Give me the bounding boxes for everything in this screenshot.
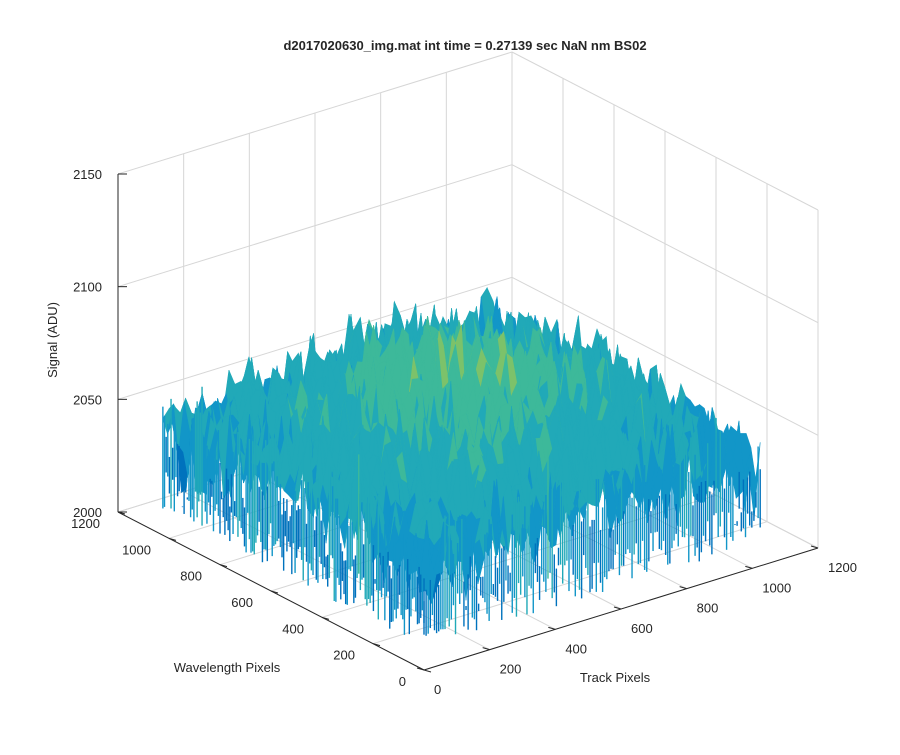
x-tick-label: 600 <box>631 621 653 636</box>
x-tick-label: 800 <box>697 601 719 616</box>
x-tick-label: 1000 <box>762 580 791 595</box>
side-wall-grid-horizontal <box>511 164 819 324</box>
y-tick <box>219 564 228 568</box>
back-wall-grid-horizontal <box>117 276 513 400</box>
y-tick-label: 1000 <box>122 542 151 557</box>
back-wall-grid-horizontal <box>117 164 513 288</box>
z-axis-label: Signal (ADU) <box>45 302 60 378</box>
y-tick <box>270 590 279 594</box>
x-tick-label: 0 <box>434 682 441 697</box>
y-tick <box>321 616 330 620</box>
chart-title: d2017020630_img.mat int time = 0.27139 s… <box>283 38 646 53</box>
side-wall-grid-horizontal <box>511 51 819 211</box>
y-tick <box>372 643 381 647</box>
tick-label-layer: 2000 2050 2100 2150 0 200 400 600 800 1000 1200 0 20… <box>71 167 857 697</box>
surface-layer <box>162 286 761 636</box>
x-axis-label: Track Pixels <box>580 670 651 685</box>
x-tick <box>745 565 753 569</box>
x-tick <box>810 545 819 549</box>
y-tick <box>117 511 126 515</box>
x-tick-label: 400 <box>565 641 587 656</box>
z-tick-label: 2150 <box>73 167 102 182</box>
axes-layer <box>117 173 819 673</box>
y-tick-label: 0 <box>399 674 406 689</box>
y-tick-label: 800 <box>180 569 202 584</box>
y-tick-label: 400 <box>282 621 304 636</box>
z-tick-label: 2050 <box>73 392 102 407</box>
x-tick <box>548 626 556 630</box>
x-tick <box>613 606 622 610</box>
y-tick <box>168 537 177 541</box>
y-tick <box>423 669 432 673</box>
z-tick-label: 2000 <box>73 505 102 520</box>
y-tick-label: 1200 <box>71 516 100 531</box>
x-tick-label: 1200 <box>828 560 857 575</box>
side-wall-grid-horizontal <box>511 276 819 436</box>
x-tick-label: 200 <box>500 662 522 677</box>
y-axis-label: Wavelength Pixels <box>174 660 281 675</box>
z-tick-label: 2100 <box>73 280 102 295</box>
y-tick-label: 600 <box>231 595 253 610</box>
y-tick-label: 200 <box>333 648 355 663</box>
back-wall-grid-horizontal <box>117 51 513 175</box>
x-tick <box>482 647 490 651</box>
x-tick <box>416 667 425 671</box>
x-tick <box>679 586 687 590</box>
